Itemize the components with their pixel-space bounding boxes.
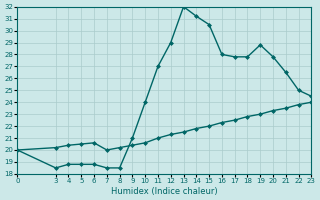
X-axis label: Humidex (Indice chaleur): Humidex (Indice chaleur) — [111, 187, 218, 196]
